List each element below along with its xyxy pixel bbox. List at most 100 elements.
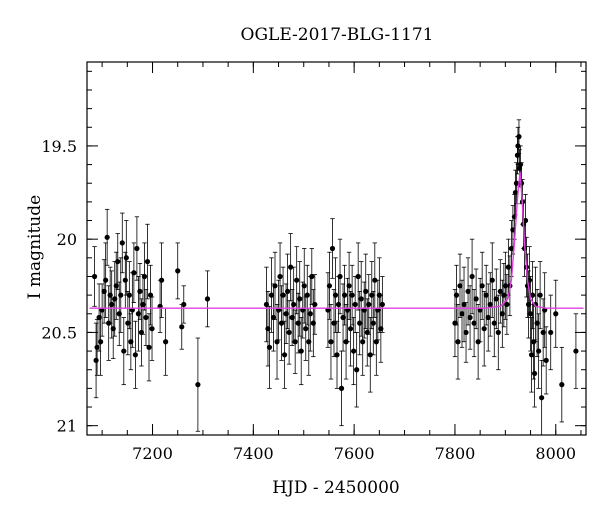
data-point	[530, 339, 537, 345]
data-point	[540, 329, 546, 336]
data-point	[143, 314, 149, 321]
x-tick-label: 7600	[334, 444, 375, 463]
data-point	[376, 292, 382, 298]
data-point	[553, 311, 559, 317]
y-tick-label: 20.5	[41, 323, 77, 342]
data-point	[501, 292, 507, 298]
x-tick-label: 7200	[132, 444, 173, 463]
data-point	[378, 326, 384, 332]
data-point	[343, 339, 349, 345]
data-point	[93, 357, 99, 363]
data-point	[137, 288, 143, 294]
data-point	[366, 301, 372, 308]
data-point	[106, 320, 112, 326]
data-point	[107, 292, 113, 298]
data-point	[513, 180, 520, 186]
chart-title: OGLE-2017-BLG-1171	[241, 25, 434, 45]
data-point	[340, 314, 346, 321]
data-point	[341, 292, 348, 298]
data-point	[543, 357, 549, 363]
data-point	[140, 301, 146, 308]
data-point	[295, 320, 301, 326]
data-point	[528, 352, 535, 358]
data-point	[346, 283, 352, 289]
data-point	[349, 292, 355, 298]
data-point	[573, 348, 579, 354]
data-point	[291, 301, 297, 308]
data-point	[473, 296, 479, 302]
data-point	[514, 152, 521, 158]
data-point	[115, 258, 121, 265]
data-point	[113, 283, 119, 289]
data-point	[471, 320, 477, 326]
y-axis-label: I magnitude	[25, 195, 45, 299]
data-point	[372, 277, 378, 283]
data-point	[109, 301, 115, 308]
data-point	[517, 161, 524, 168]
data-point	[149, 326, 155, 332]
data-point	[306, 339, 312, 345]
data-point	[497, 288, 503, 294]
data-point	[116, 311, 122, 317]
data-point	[334, 352, 340, 358]
data-point	[332, 292, 339, 298]
data-point	[525, 301, 532, 308]
data-point	[363, 288, 369, 294]
data-point	[455, 339, 461, 345]
data-point	[270, 314, 277, 321]
data-point	[126, 292, 132, 298]
data-point	[453, 292, 460, 298]
data-point	[502, 283, 508, 289]
data-point	[163, 339, 169, 345]
data-point	[289, 314, 295, 321]
data-point	[310, 320, 316, 326]
data-point	[268, 292, 275, 298]
data-point	[125, 320, 131, 326]
data-point	[266, 344, 273, 350]
data-point	[118, 292, 124, 298]
data-point	[91, 273, 98, 280]
data-point	[461, 301, 467, 308]
data-point	[355, 273, 361, 280]
data-point	[548, 329, 554, 336]
data-point	[144, 258, 151, 265]
data-point	[559, 382, 565, 388]
data-point	[134, 245, 140, 252]
data-point	[288, 264, 294, 270]
plot-frame	[86, 61, 587, 436]
data-point	[485, 314, 491, 321]
data-point	[338, 385, 345, 391]
data-point	[493, 296, 499, 302]
data-point	[328, 339, 334, 345]
data-point	[495, 329, 501, 336]
data-point	[298, 348, 304, 354]
data-point	[132, 352, 138, 358]
data-point	[357, 320, 363, 326]
data-point	[483, 292, 489, 298]
data-point	[138, 329, 145, 336]
data-point	[158, 277, 165, 283]
data-point	[281, 352, 288, 358]
data-point	[265, 326, 271, 332]
y-tick-label: 19.5	[41, 137, 77, 156]
data-point	[505, 264, 511, 270]
data-point	[335, 301, 342, 308]
data-point	[508, 245, 515, 252]
data-point	[364, 329, 370, 336]
data-point	[307, 311, 313, 317]
data-point	[351, 348, 357, 354]
data-point	[119, 240, 125, 246]
data-point	[531, 370, 538, 377]
data-point	[292, 339, 298, 345]
x-tick-label: 7800	[435, 444, 476, 463]
data-point	[512, 189, 519, 196]
data-point	[179, 324, 185, 330]
data-point	[263, 301, 270, 308]
data-point	[303, 326, 309, 332]
data-point	[274, 339, 280, 345]
data-point	[277, 273, 283, 280]
data-point	[103, 277, 109, 283]
data-point	[96, 314, 102, 321]
data-point	[110, 326, 116, 332]
